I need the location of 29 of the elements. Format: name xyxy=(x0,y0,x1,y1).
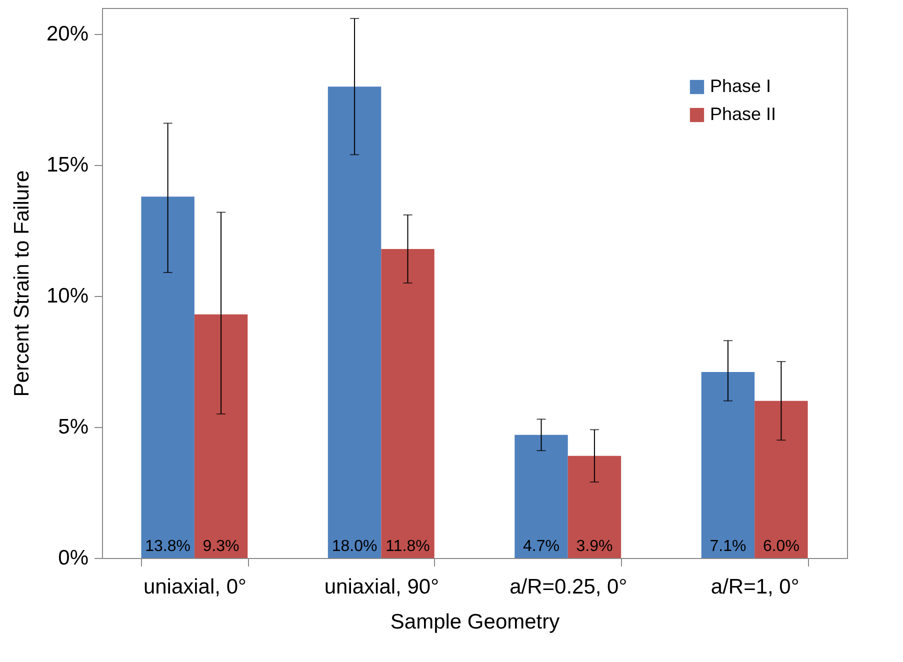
bar xyxy=(701,372,755,558)
data-label: 11.8% xyxy=(386,538,430,555)
data-label: 18.0% xyxy=(332,538,378,555)
x-axis-title: Sample Geometry xyxy=(390,610,560,634)
bar xyxy=(381,248,434,558)
y-tick-label: 10% xyxy=(46,284,88,308)
x-tick-label: uniaxial, 0° xyxy=(143,576,246,598)
data-label: 3.9% xyxy=(576,538,613,555)
bar xyxy=(754,400,808,558)
bar xyxy=(328,86,382,558)
y-tick-label: 15% xyxy=(46,154,88,177)
data-label: 4.7% xyxy=(523,538,560,555)
bar xyxy=(141,196,194,558)
legend-label: Phase I xyxy=(710,76,772,96)
data-label: 6.0% xyxy=(762,538,800,555)
y-tick-label: 5% xyxy=(58,416,88,439)
bar xyxy=(194,314,248,558)
data-label: 7.1% xyxy=(710,538,746,555)
bar xyxy=(514,434,568,558)
x-tick-label: uniaxial, 90° xyxy=(324,576,439,598)
y-tick-label: 20% xyxy=(46,22,88,46)
y-tick-label: 0% xyxy=(58,546,88,570)
data-label: 13.8% xyxy=(145,538,191,555)
x-tick-label: a/R=1, 0° xyxy=(710,576,800,598)
data-label: 9.3% xyxy=(202,538,240,555)
bar xyxy=(568,456,622,558)
y-axis-title: Percent Strain to Failure xyxy=(10,170,34,397)
x-tick-label: a/R=0.25, 0° xyxy=(510,576,628,598)
legend-label: Phase II xyxy=(710,104,776,124)
